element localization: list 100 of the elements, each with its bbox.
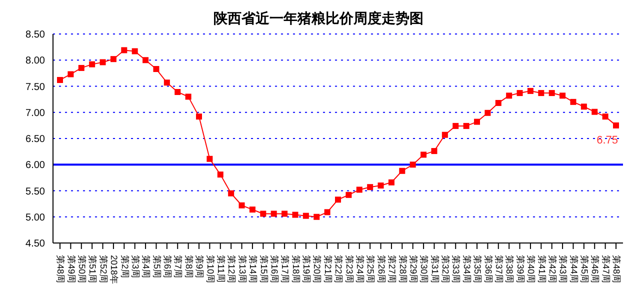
x-tick-label: 第9周 xyxy=(194,255,205,278)
x-tick-label: 第21周 xyxy=(322,255,333,284)
point xyxy=(260,210,266,217)
point xyxy=(410,162,416,168)
y-tick-label: 4.50 xyxy=(26,238,46,250)
y-tick-label: 8.00 xyxy=(26,56,46,67)
point xyxy=(452,122,459,129)
point xyxy=(570,98,576,105)
y-tick-label: 5.00 xyxy=(26,212,46,224)
point xyxy=(57,76,63,83)
point xyxy=(538,90,544,96)
y-tick-label: 8.50 xyxy=(26,30,46,41)
y-tick-label: 5.50 xyxy=(26,186,46,198)
point xyxy=(153,66,160,72)
x-tick-label: 第6周 xyxy=(162,255,173,278)
point xyxy=(100,59,106,66)
x-tick-label: 第13周 xyxy=(237,255,248,284)
x-tick-label: 第11周 xyxy=(216,255,226,282)
x-tick-label: 第15周 xyxy=(258,255,269,284)
x-tick-label: 第28周 xyxy=(398,255,408,284)
x-tick-label: 第45周 xyxy=(580,255,590,284)
point xyxy=(560,92,566,99)
point xyxy=(324,209,330,216)
point xyxy=(356,186,362,193)
point xyxy=(346,192,352,198)
point xyxy=(516,90,523,96)
x-tick-label: 第2周 xyxy=(120,255,130,278)
x-tick-label: 第48周 xyxy=(612,255,622,284)
x-tick-label: 第25周 xyxy=(366,255,376,284)
x-tick-label: 第40周 xyxy=(526,255,536,284)
point xyxy=(270,210,277,217)
point xyxy=(292,212,298,218)
x-tick-label: 第16周 xyxy=(269,255,280,284)
point xyxy=(206,156,213,162)
point xyxy=(132,48,138,54)
x-tick-label: 第34周 xyxy=(462,255,472,284)
point xyxy=(378,182,384,189)
point xyxy=(282,210,288,217)
x-tick-label: 第17周 xyxy=(280,255,290,284)
point xyxy=(580,104,587,110)
x-tick-label: 第18周 xyxy=(290,255,301,284)
x-tick-label: 2018年 xyxy=(109,255,120,284)
point xyxy=(238,202,245,208)
x-tick-label: 第39周 xyxy=(515,255,526,284)
point xyxy=(174,89,181,95)
point xyxy=(463,122,470,129)
point xyxy=(484,110,491,116)
x-tick-label: 第20周 xyxy=(312,255,322,284)
point xyxy=(121,47,128,54)
x-tick-label: 第12周 xyxy=(226,255,237,284)
x-tick-label: 第22周 xyxy=(334,255,344,284)
x-tick-label: 第27周 xyxy=(387,255,398,284)
point xyxy=(217,172,224,178)
x-tick-label: 第49周 xyxy=(66,255,76,284)
x-tick-label: 第24周 xyxy=(355,255,366,284)
x-tick-label: 第14周 xyxy=(248,255,258,284)
x-tick-label: 第31周 xyxy=(430,255,440,284)
x-tick-label: 第30周 xyxy=(419,255,430,284)
point xyxy=(613,122,619,128)
y-tick-label: 6.50 xyxy=(26,134,46,146)
x-tick-label: 第19周 xyxy=(302,255,312,284)
x-tick-label: 第37周 xyxy=(494,255,504,284)
point xyxy=(110,56,116,62)
point xyxy=(474,118,480,125)
x-tick-label: 第8周 xyxy=(184,255,194,278)
point xyxy=(185,94,192,100)
x-tick-label: 第52周 xyxy=(98,255,108,284)
x-tick-label: 第33周 xyxy=(451,255,462,284)
x-tick-label: 第47周 xyxy=(600,255,611,284)
point xyxy=(302,212,309,219)
x-tick-label: 第41周 xyxy=(536,255,547,284)
x-tick-label: 第36周 xyxy=(483,255,494,284)
x-tick-label: 第43周 xyxy=(558,255,568,284)
x-tick-label: 第51周 xyxy=(88,255,98,284)
x-tick-label: 第48周 xyxy=(56,255,66,284)
point xyxy=(142,57,149,64)
x-tick-label: 第44周 xyxy=(568,255,579,284)
point xyxy=(442,132,448,138)
x-tick-label: 第23周 xyxy=(344,255,354,284)
x-tick-label: 第50周 xyxy=(77,255,88,284)
point xyxy=(420,152,427,158)
x-tick-label: 第29周 xyxy=(408,255,418,284)
y-tick-label: 7.50 xyxy=(26,82,46,93)
point xyxy=(314,214,320,220)
x-tick-label: 第46周 xyxy=(590,255,600,284)
x-tick-label: 第5周 xyxy=(152,255,162,278)
point xyxy=(527,88,534,94)
point xyxy=(78,64,84,71)
point xyxy=(89,61,96,68)
point xyxy=(196,114,202,120)
y-tick-label: 7.00 xyxy=(26,108,46,119)
x-tick-label: 第4周 xyxy=(141,255,152,278)
x-tick-label: 第10周 xyxy=(205,255,216,284)
x-tick-label: 第32周 xyxy=(440,255,451,284)
data-label: 6.75 xyxy=(596,134,618,146)
point xyxy=(228,190,234,196)
point xyxy=(68,71,74,78)
point xyxy=(249,206,256,213)
x-tick-label: 第38周 xyxy=(504,255,515,284)
point xyxy=(367,184,374,190)
